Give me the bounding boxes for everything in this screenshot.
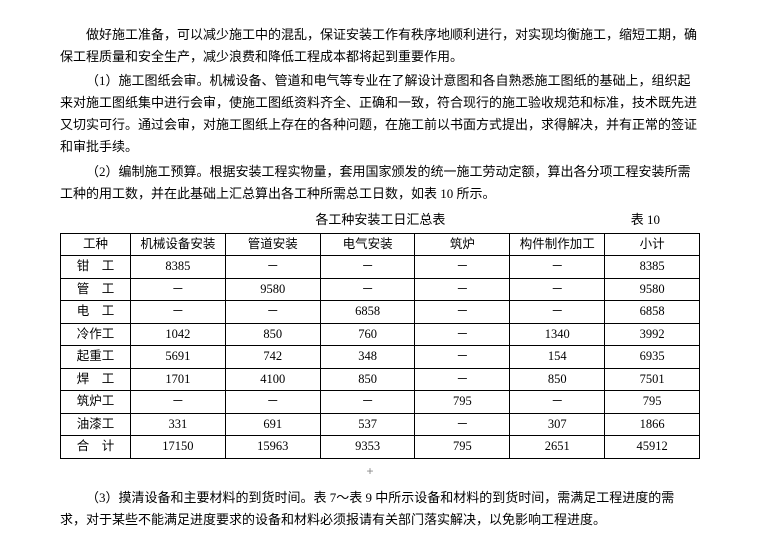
table-cell: 45912	[605, 436, 700, 459]
table-cell: －	[225, 391, 320, 414]
table-row: 合 计17150159639353795265145912	[61, 436, 700, 459]
row-label: 筑炉工	[61, 391, 131, 414]
summary-table: 工种 机械设备安装 管道安装 电气安装 筑炉 构件制作加工 小计 钳 工8385…	[60, 233, 700, 459]
row-label: 管 工	[61, 278, 131, 301]
table-cell: －	[225, 256, 320, 279]
table-number: 表 10	[631, 209, 690, 231]
table-cell: －	[415, 413, 510, 436]
table-cell: 348	[320, 346, 415, 369]
table-cell: 1701	[131, 368, 226, 391]
table-cell: 7501	[605, 368, 700, 391]
table-row: 起重工5691742348－1546935	[61, 346, 700, 369]
table-cell: 850	[510, 368, 605, 391]
table-header: 小计	[605, 233, 700, 256]
row-label: 焊 工	[61, 368, 131, 391]
row-label: 钳 工	[61, 256, 131, 279]
table-cell: 2651	[510, 436, 605, 459]
table-cell: －	[415, 346, 510, 369]
table-header: 电气安装	[320, 233, 415, 256]
table-title: 各工种安装工日汇总表	[70, 209, 631, 231]
row-label: 电 工	[61, 301, 131, 324]
table-row: 油漆工331691537－3071866	[61, 413, 700, 436]
table-cell: 6935	[605, 346, 700, 369]
paragraph: （1）施工图纸会审。机械设备、管道和电气等专业在了解设计意图和各自熟悉施工图纸的…	[60, 70, 700, 158]
paragraph: 做好施工准备，可以减少施工中的混乱，保证安装工作有秩序地顺利进行，对实现均衡施工…	[60, 24, 700, 68]
table-cell: －	[510, 301, 605, 324]
table-cell: 9580	[225, 278, 320, 301]
table-cell: 154	[510, 346, 605, 369]
table-cell: 1340	[510, 323, 605, 346]
table-cell: 4100	[225, 368, 320, 391]
paragraph: （2）编制施工预算。根据安装工程实物量，套用国家颁发的统一施工劳动定额，算出各分…	[60, 161, 700, 205]
table-row: 冷作工1042850760－13403992	[61, 323, 700, 346]
table-cell: 15963	[225, 436, 320, 459]
table-cell: －	[320, 256, 415, 279]
table-header-row: 工种 机械设备安装 管道安装 电气安装 筑炉 构件制作加工 小计	[61, 233, 700, 256]
table-cell: 17150	[131, 436, 226, 459]
table-cell: －	[320, 278, 415, 301]
table-cell: 6858	[320, 301, 415, 324]
table-cell: 9580	[605, 278, 700, 301]
paragraph: （3）摸清设备和主要材料的到货时间。表 7～表 9 中所示设备和材料的到货时间，…	[60, 487, 700, 531]
table-cell: －	[131, 391, 226, 414]
table-caption: 各工种安装工日汇总表 表 10	[60, 209, 700, 231]
table-cell: －	[510, 256, 605, 279]
table-cell: －	[131, 278, 226, 301]
table-cell: 850	[225, 323, 320, 346]
tab-handle-icon: +	[60, 461, 700, 481]
document-page: 做好施工准备，可以减少施工中的混乱，保证安装工作有秩序地顺利进行，对实现均衡施工…	[0, 0, 760, 553]
table-cell: －	[415, 301, 510, 324]
table-cell: 1042	[131, 323, 226, 346]
table-cell: －	[415, 368, 510, 391]
table-cell: 760	[320, 323, 415, 346]
table-cell: 691	[225, 413, 320, 436]
table-cell: 850	[320, 368, 415, 391]
table-cell: －	[320, 391, 415, 414]
table-cell: 331	[131, 413, 226, 436]
table-cell: －	[225, 301, 320, 324]
table-header: 筑炉	[415, 233, 510, 256]
table-cell: 742	[225, 346, 320, 369]
table-cell: 795	[415, 391, 510, 414]
table-cell: －	[415, 278, 510, 301]
table-cell: 6858	[605, 301, 700, 324]
table-header: 机械设备安装	[131, 233, 226, 256]
table-row: 筑炉工－－－795－795	[61, 391, 700, 414]
table-cell: －	[415, 323, 510, 346]
table-row: 管 工－9580－－－9580	[61, 278, 700, 301]
table-cell: －	[415, 256, 510, 279]
table-header: 管道安装	[225, 233, 320, 256]
table-header: 构件制作加工	[510, 233, 605, 256]
row-label: 起重工	[61, 346, 131, 369]
table-row: 电 工－－6858－－6858	[61, 301, 700, 324]
table-cell: －	[131, 301, 226, 324]
table-cell: 8385	[605, 256, 700, 279]
table-cell: 3992	[605, 323, 700, 346]
table-cell: －	[510, 278, 605, 301]
row-label: 冷作工	[61, 323, 131, 346]
row-label: 合 计	[61, 436, 131, 459]
table-row: 焊 工17014100850－8507501	[61, 368, 700, 391]
table-cell: 5691	[131, 346, 226, 369]
table-cell: －	[510, 391, 605, 414]
table-cell: 795	[415, 436, 510, 459]
table-row: 钳 工8385－－－－8385	[61, 256, 700, 279]
table-cell: 795	[605, 391, 700, 414]
row-label: 油漆工	[61, 413, 131, 436]
table-cell: 8385	[131, 256, 226, 279]
table-cell: 307	[510, 413, 605, 436]
table-cell: 537	[320, 413, 415, 436]
table-header: 工种	[61, 233, 131, 256]
table-cell: 1866	[605, 413, 700, 436]
table-cell: 9353	[320, 436, 415, 459]
